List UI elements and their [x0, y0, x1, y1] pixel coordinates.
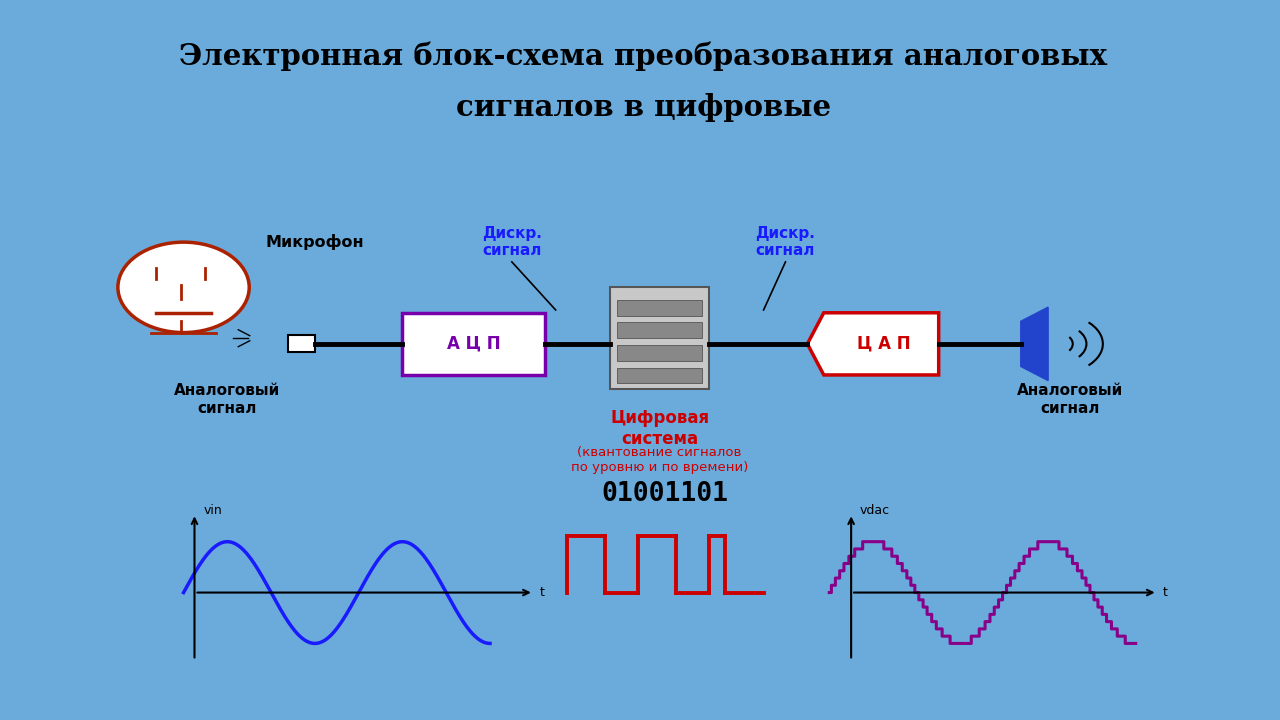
Text: vin: vin — [204, 504, 221, 517]
Bar — [617, 345, 703, 361]
Text: Аналоговый
сигнал: Аналоговый сигнал — [174, 384, 280, 416]
Text: Цифровая
система: Цифровая система — [611, 409, 709, 448]
Text: Микрофон: Микрофон — [266, 234, 365, 250]
Text: t: t — [539, 586, 544, 599]
Text: Электронная блок-схема преобразования аналоговых: Электронная блок-схема преобразования ан… — [179, 41, 1107, 71]
Bar — [288, 336, 315, 352]
Text: сигналов в цифровые: сигналов в цифровые — [456, 93, 831, 122]
Bar — [617, 323, 703, 338]
Polygon shape — [808, 312, 938, 375]
Text: Аналоговый
сигнал: Аналоговый сигнал — [1016, 384, 1123, 416]
Text: Дискр.
сигнал: Дискр. сигнал — [483, 226, 541, 258]
Bar — [611, 287, 709, 389]
Ellipse shape — [118, 242, 250, 333]
Text: Ц А П: Ц А П — [858, 335, 911, 353]
Bar — [617, 300, 703, 315]
Text: 01001101: 01001101 — [602, 481, 728, 507]
Polygon shape — [1020, 307, 1048, 381]
Bar — [402, 312, 545, 375]
Bar — [617, 368, 703, 384]
Text: (квантование сигналов
по уровню и по времени): (квантование сигналов по уровню и по вре… — [571, 446, 749, 474]
Text: vdac: vdac — [860, 504, 890, 517]
Text: Дискр.
сигнал: Дискр. сигнал — [755, 226, 815, 258]
Text: t: t — [1164, 586, 1167, 599]
Text: А Ц П: А Ц П — [447, 335, 500, 353]
